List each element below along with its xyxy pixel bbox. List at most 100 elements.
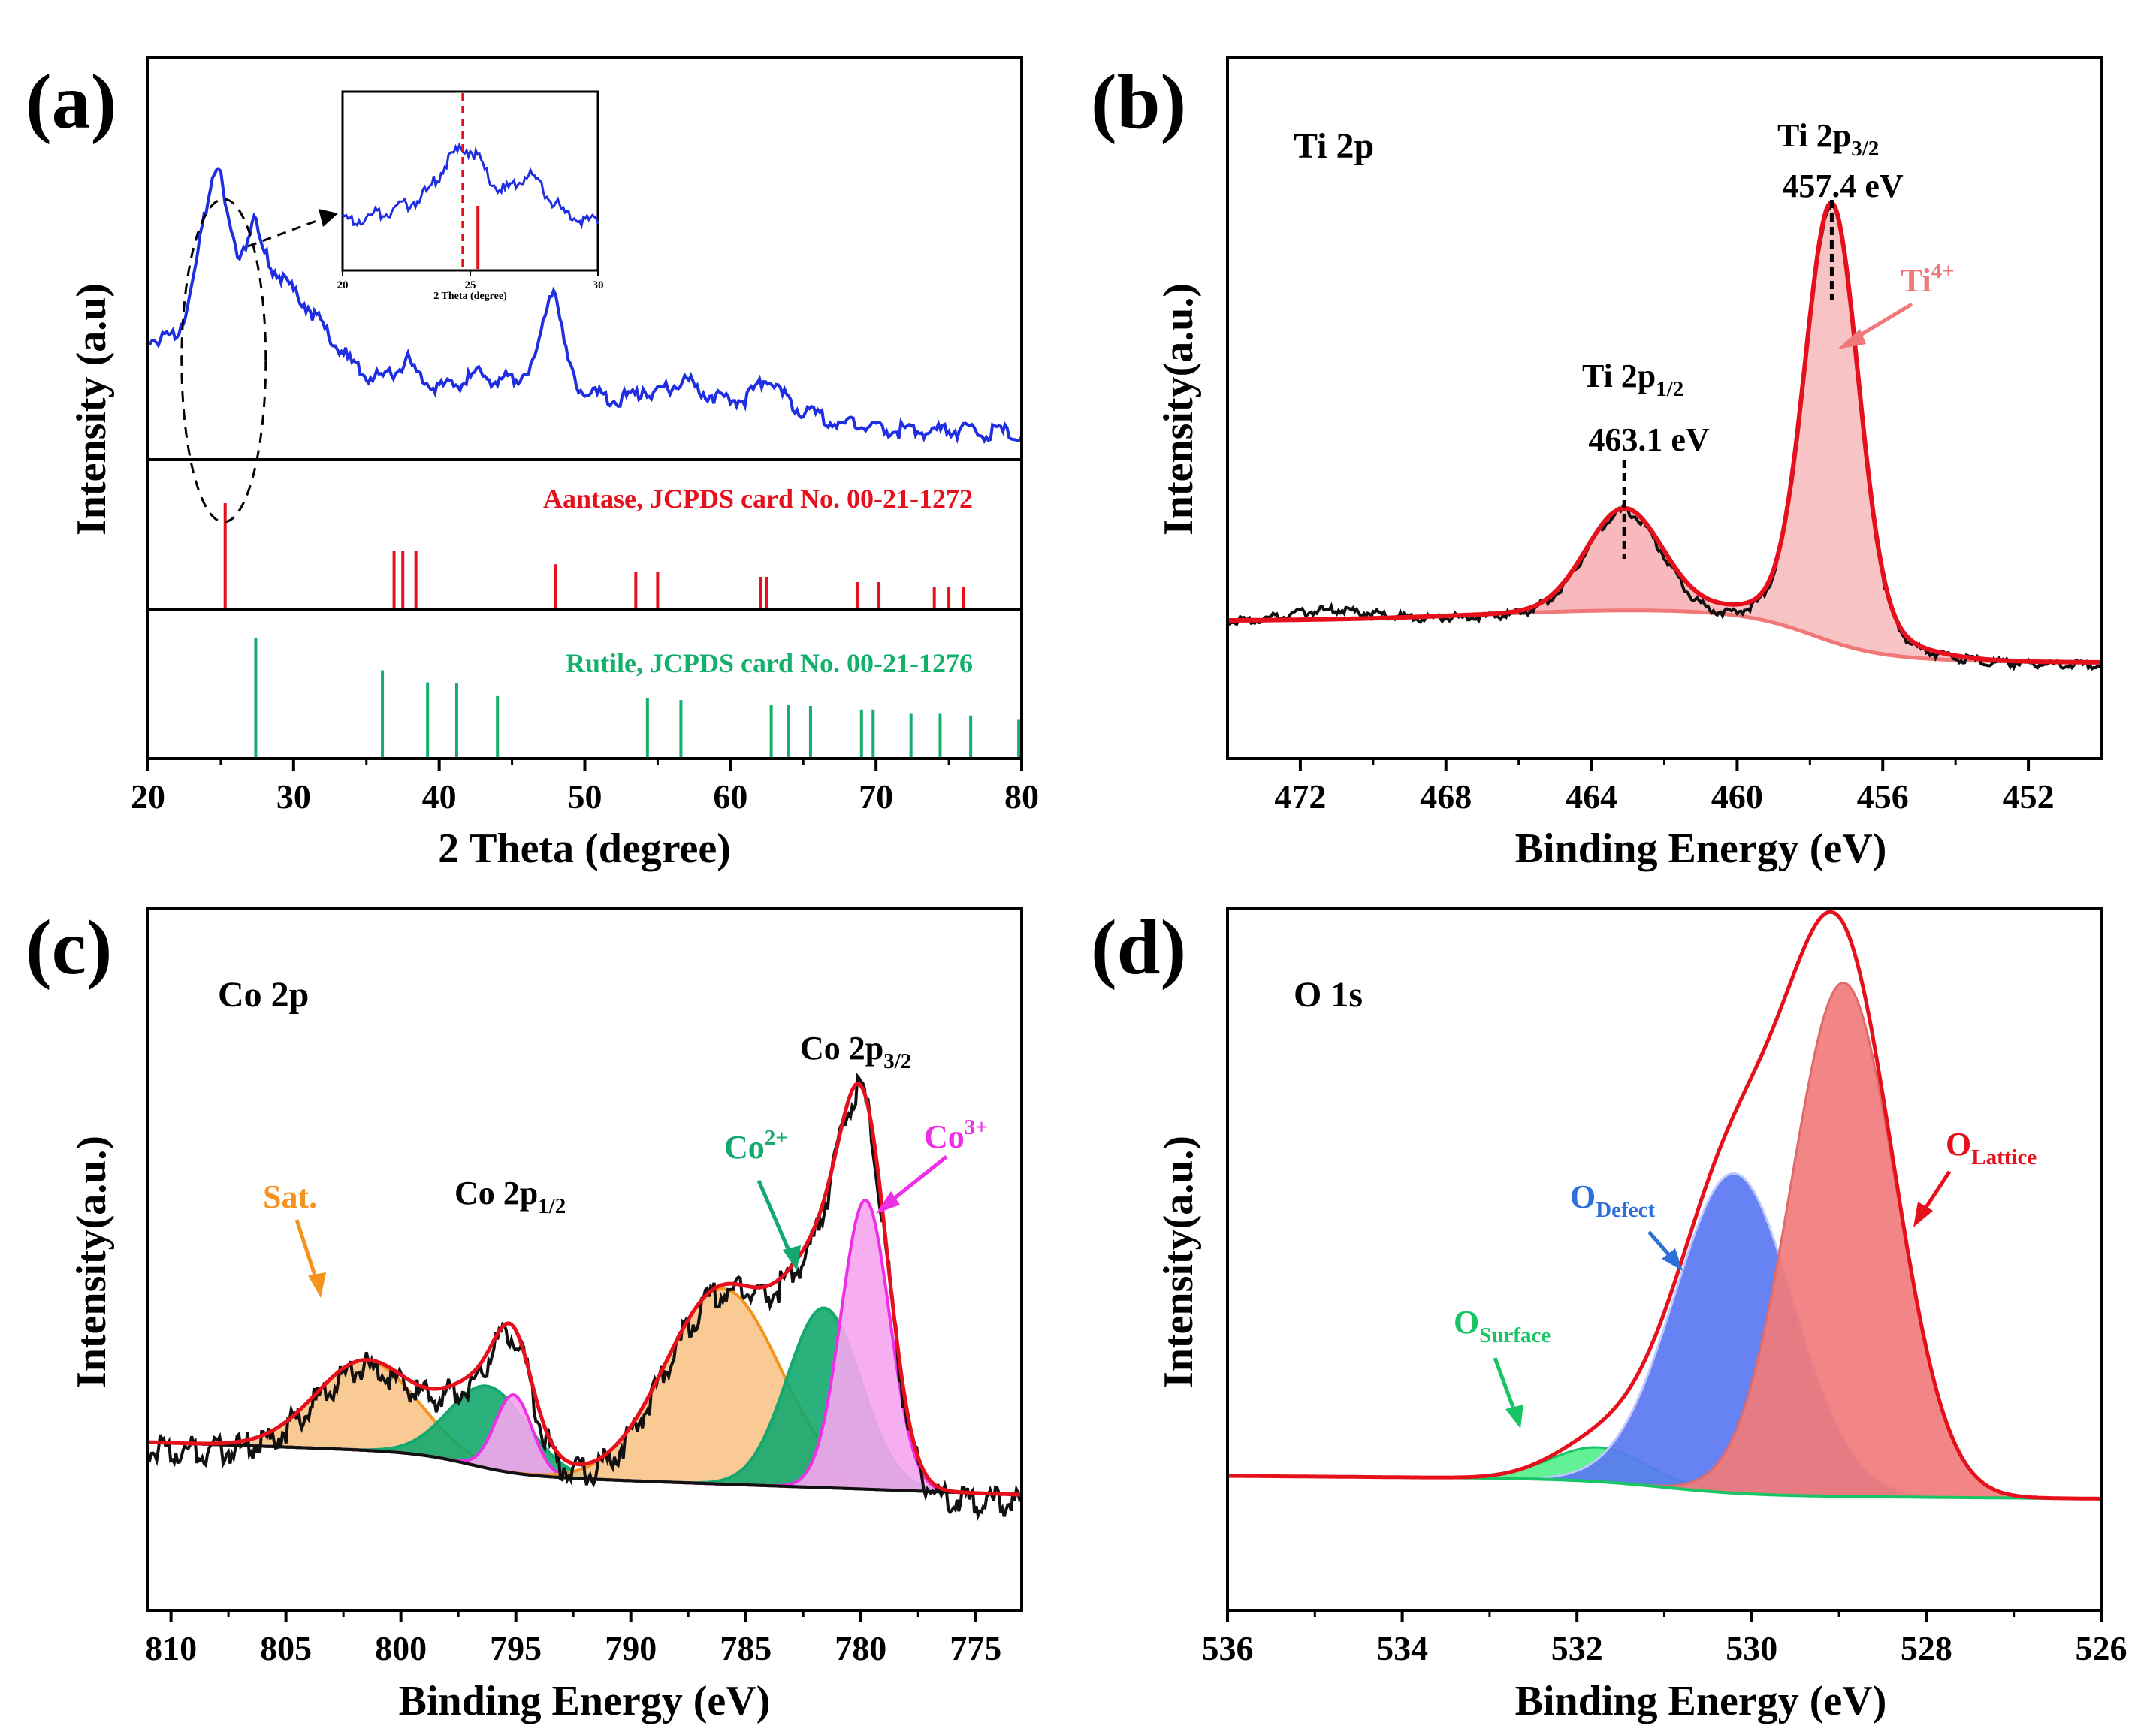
sat-label: Sat.	[263, 1178, 317, 1215]
ti-2p32-label: Ti 2p3/2	[1777, 117, 1879, 161]
co2-peak-2p32-fill	[148, 1308, 1022, 1495]
panel-b-x-tick-label: 452	[2003, 777, 2055, 816]
panel-b-x-tick-label: 460	[1711, 777, 1763, 816]
panel-c-x-tick-label: 800	[375, 1629, 427, 1667]
panel-a: (a) 20 30 40 50 60 70 80 2 Theta (degree) Inte…	[26, 56, 1039, 872]
panel-c-frame	[146, 907, 1023, 1612]
panel-c-x-tick-label: 795	[490, 1629, 542, 1667]
co3-arrow-line	[885, 1155, 948, 1206]
panel-a-x-tick-label: 50	[568, 777, 602, 816]
panel-b-plot-content	[1227, 200, 2103, 671]
panel-d-x-axis-label: Binding Energy (eV)	[1515, 1678, 1887, 1724]
inset-x-axis-label: 2 Theta (degree)	[433, 291, 507, 302]
panel-d-y-axis-label: Intensity(a.u.)	[1155, 1136, 1202, 1388]
panel-c-x-tick-label: 785	[720, 1629, 772, 1667]
panel-b-y-axis-label: Intensity(a.u.)	[1155, 283, 1202, 536]
panel-a-x-tick-label: 70	[859, 777, 893, 816]
panel-a-x-tick-label: 40	[422, 777, 457, 816]
panel-a-inset: 20 25 30 2 Theta (degree)	[337, 90, 604, 302]
co2-arrow-head	[783, 1245, 801, 1271]
rutile-reference-label: Rutile, JCPDS card No. 00-21-1276	[566, 648, 973, 678]
panel-b: (b) 472 468 464 460 456 452 Ti 2p Binding Ene…	[1091, 56, 2103, 872]
panel-c-plot-content	[147, 1072, 1023, 1522]
panel-b-label: (b)	[1091, 59, 1186, 145]
inset-x-tick-label: 30	[593, 279, 604, 291]
inset-xrd-line	[341, 142, 599, 230]
panel-a-x-tick-label: 60	[713, 777, 747, 816]
panel-d-x-tick-label: 532	[1551, 1629, 1603, 1667]
zoom-arrow-line	[247, 216, 325, 248]
ti-2p32-fill	[1227, 203, 2101, 662]
panel-d-label: (d)	[1091, 904, 1186, 991]
inset-x-tick-label: 20	[337, 279, 349, 291]
o-lattice-label: OLattice	[1946, 1126, 2037, 1169]
panel-c-x-tick-label: 790	[605, 1629, 657, 1667]
panel-b-x-axis-label: Binding Energy (eV)	[1515, 825, 1887, 872]
panel-c-x-axis-label: Binding Energy (eV)	[399, 1678, 771, 1724]
panel-d-x-tick-label: 534	[1376, 1629, 1428, 1667]
panel-d-x-tick-label: 530	[1726, 1629, 1777, 1667]
panel-b-x-ticks: 472 468 464 460 456 452	[1274, 759, 2055, 816]
co-2p12-label: Co 2p1/2	[454, 1175, 566, 1218]
o-surface-arrow-head	[1505, 1405, 1523, 1429]
panel-d-x-ticks: 536 534 532 530 528 526	[1202, 1610, 2127, 1667]
panel-d-x-tick-label: 528	[1901, 1629, 1952, 1667]
ti-fitted-envelope	[1227, 200, 2101, 665]
xrd-pattern-line	[147, 167, 1023, 445]
o-lattice-arrow-head	[1913, 1202, 1933, 1227]
panel-c-label: (c)	[26, 904, 112, 991]
ti4-plus-label: Ti4+	[1901, 259, 1955, 299]
co3-plus-label: Co3+	[924, 1115, 988, 1155]
panel-a-x-tick-label: 20	[131, 777, 165, 816]
panel-c-x-tick-label: 775	[950, 1629, 1001, 1667]
ti4-arrow-head	[1837, 329, 1866, 349]
sat-arrow-line	[294, 1219, 320, 1285]
panel-c-title: Co 2p	[218, 975, 309, 1015]
panel-c-y-axis-label: Intensity(a.u.)	[68, 1136, 115, 1388]
o-defect-label: ODefect	[1570, 1178, 1655, 1222]
panel-d-title: O 1s	[1294, 975, 1363, 1015]
panel-a-x-ticks: 20 30 40 50 60 70 80	[131, 759, 1039, 816]
panel-d: (d) 536 534 532 530 528 526 O 1s Binding Ener…	[1091, 904, 2127, 1724]
o-defect-arrow-head	[1662, 1248, 1683, 1271]
inset-x-tick-label: 25	[465, 279, 476, 291]
o-defect-peak-fill	[1227, 1173, 2101, 1499]
co-fitted-envelope	[147, 1082, 1022, 1497]
panel-b-title: Ti 2p	[1294, 126, 1374, 166]
o-surface-label: OSurface	[1454, 1304, 1551, 1347]
co3-arrow-head	[876, 1191, 900, 1214]
panel-a-x-tick-label: 30	[276, 777, 311, 816]
panel-a-x-tick-label: 80	[1004, 777, 1039, 816]
panel-b-x-tick-label: 456	[1857, 777, 1909, 816]
co2-plus-label: Co2+	[724, 1126, 788, 1166]
sat-peak-2p12-fill	[148, 1360, 1022, 1495]
co3-peak-2p32-fill	[148, 1200, 1022, 1495]
ti-2p12-label: Ti 2p1/2	[1582, 358, 1683, 401]
panel-c-x-tick-label: 805	[260, 1629, 312, 1667]
ti-2p32-energy-label: 457.4 eV	[1782, 167, 1904, 204]
panel-a-plot-content	[147, 167, 1023, 757]
panel-a-label: (a)	[26, 59, 116, 145]
sat-arrow-head	[308, 1272, 326, 1298]
co-2p32-label: Co 2p3/2	[800, 1030, 911, 1073]
inset-x-ticks: 20 25 30	[337, 270, 604, 291]
inset-plot-content	[341, 93, 599, 269]
panel-a-x-axis-label: 2 Theta (degree)	[438, 825, 731, 872]
anatase-reference-label: Aantase, JCPDS card No. 00-21-1272	[543, 484, 973, 514]
panel-b-x-tick-label: 472	[1274, 777, 1326, 816]
o-fitted-envelope	[1227, 910, 2101, 1501]
o-surface-arrow-line	[1493, 1357, 1518, 1416]
panel-c-x-tick-label: 780	[835, 1629, 886, 1667]
highlight-ellipse	[180, 198, 267, 524]
panel-b-x-tick-label: 464	[1566, 777, 1617, 816]
inset-frame	[341, 90, 599, 272]
zoom-arrow-head	[319, 209, 338, 227]
panel-b-x-tick-label: 468	[1420, 777, 1472, 816]
panel-c-x-ticks: 810 805 800 795 790 785 780 775	[145, 1610, 1001, 1667]
panel-d-plot-content	[1227, 910, 2101, 1501]
ti-2p12-energy-label: 463.1 eV	[1588, 421, 1710, 458]
ti-raw-data-line	[1227, 202, 2103, 671]
panel-d-x-tick-label: 536	[1202, 1629, 1254, 1667]
panel-c: (c) 810 805 800 795 790 785 780 775 Co 2p Bindi…	[26, 904, 1023, 1724]
